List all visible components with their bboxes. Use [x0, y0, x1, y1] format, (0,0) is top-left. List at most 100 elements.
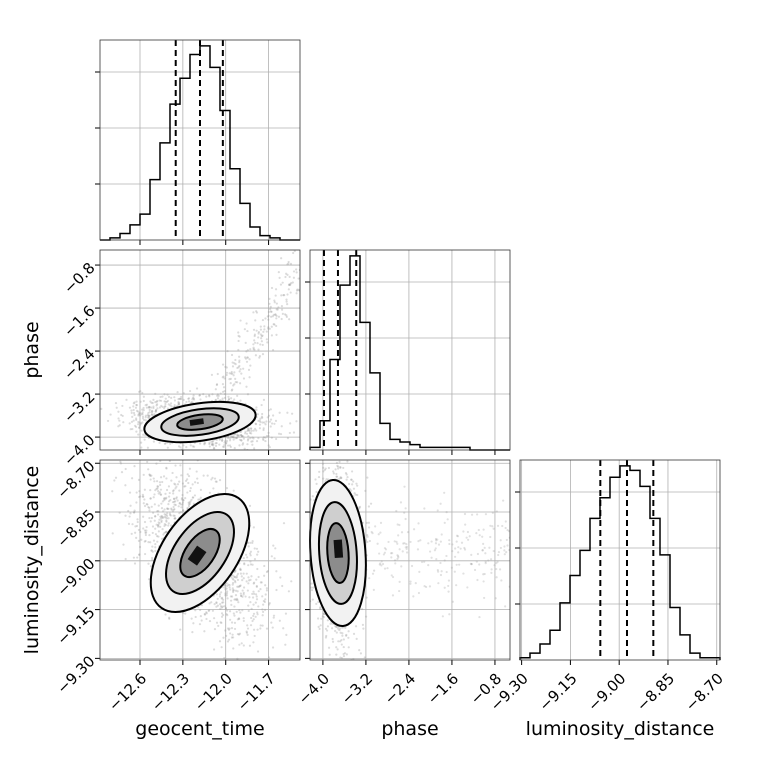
- sample-point: [499, 546, 502, 550]
- sample-point: [182, 392, 185, 395]
- sample-point: [221, 397, 224, 400]
- sample-point: [260, 335, 263, 338]
- sample-point: [255, 311, 259, 314]
- sample-point: [236, 381, 239, 384]
- sample-point: [247, 564, 250, 567]
- sample-point: [210, 443, 214, 447]
- sample-point: [358, 507, 361, 510]
- sample-point: [154, 489, 157, 492]
- sample-point: [398, 523, 401, 527]
- sample-point: [133, 562, 137, 565]
- sample-point: [340, 638, 343, 642]
- sample-point: [233, 575, 236, 578]
- sample-point: [247, 579, 251, 582]
- sample-point: [246, 443, 249, 446]
- sample-point: [157, 492, 160, 495]
- sample-point: [184, 612, 187, 615]
- sample-point: [189, 500, 192, 503]
- sample-point: [137, 478, 141, 482]
- sample-point: [228, 439, 232, 442]
- sample-point: [151, 410, 154, 413]
- sample-point: [240, 434, 243, 438]
- sample-point: [186, 473, 189, 476]
- sample-point: [259, 581, 262, 584]
- sample-point: [179, 511, 183, 514]
- sample-point: [350, 478, 353, 481]
- sample-point: [173, 500, 176, 503]
- sample-point: [337, 640, 340, 643]
- sample-point: [192, 397, 195, 400]
- sample-point: [236, 632, 240, 636]
- sample-point: [234, 589, 238, 592]
- sample-point: [255, 408, 258, 412]
- sample-point: [130, 409, 133, 412]
- sample-point: [169, 498, 172, 502]
- sample-point: [142, 515, 145, 518]
- sample-point: [244, 357, 248, 360]
- sample-point: [280, 294, 283, 297]
- sample-point: [398, 589, 401, 593]
- sample-point: [170, 508, 173, 511]
- sample-point: [223, 377, 226, 380]
- panel-frame: [99, 39, 301, 241]
- sample-point: [271, 646, 275, 649]
- sample-point: [173, 399, 177, 402]
- sample-point: [182, 499, 185, 502]
- sample-point: [262, 398, 266, 401]
- sample-point: [204, 441, 207, 445]
- sample-point: [231, 583, 234, 586]
- sample-point: [232, 612, 235, 615]
- sample-point: [361, 623, 365, 626]
- sample-point: [254, 319, 257, 322]
- sample-point: [464, 523, 467, 526]
- sample-point: [395, 509, 398, 513]
- sample-point: [165, 530, 168, 533]
- sample-point: [199, 496, 202, 499]
- sample-point: [205, 617, 208, 621]
- sample-point: [189, 489, 192, 493]
- sample-point: [251, 563, 254, 566]
- sample-point: [338, 460, 341, 463]
- sample-point: [251, 540, 254, 543]
- sample-point: [363, 656, 366, 659]
- sample-point: [332, 470, 335, 473]
- sample-point: [295, 292, 298, 295]
- sample-point: [281, 312, 284, 315]
- sample-point: [319, 607, 322, 610]
- sample-point: [275, 308, 278, 311]
- sample-point: [150, 401, 153, 404]
- sample-point: [336, 465, 340, 468]
- sample-point: [133, 413, 136, 417]
- sample-point: [238, 438, 242, 441]
- sample-point: [331, 640, 335, 643]
- sample-point: [193, 494, 197, 497]
- sample-point: [163, 515, 166, 518]
- sample-point: [178, 397, 181, 400]
- sample-point: [216, 372, 219, 376]
- sample-point: [149, 488, 152, 492]
- sample-point: [137, 433, 140, 436]
- sample-point: [251, 440, 254, 443]
- sample-point: [154, 515, 157, 518]
- sample-point: [346, 475, 349, 479]
- sample-point: [135, 403, 138, 407]
- sample-point: [245, 630, 248, 633]
- sample-point: [342, 652, 345, 656]
- sample-point: [141, 495, 144, 498]
- sample-point: [205, 395, 208, 398]
- sample-point: [134, 406, 138, 409]
- sample-point: [389, 552, 393, 555]
- sample-point: [263, 325, 266, 328]
- sample-point: [330, 627, 334, 630]
- sample-point: [136, 556, 139, 559]
- sample-point: [482, 573, 485, 576]
- sample-point: [232, 374, 235, 377]
- sample-point: [164, 400, 167, 403]
- sample-point: [198, 394, 201, 397]
- y-tick-label: −1.6: [60, 302, 98, 340]
- sample-point: [159, 460, 162, 463]
- sample-point: [161, 528, 164, 531]
- sample-point: [252, 618, 255, 621]
- sample-point: [358, 649, 361, 652]
- sample-point: [250, 429, 253, 432]
